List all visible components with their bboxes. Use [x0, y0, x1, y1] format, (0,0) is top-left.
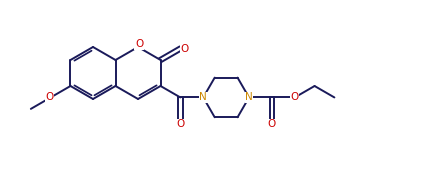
Text: N: N	[245, 92, 253, 102]
Text: O: O	[176, 119, 185, 129]
Text: O: O	[135, 39, 143, 49]
Text: O: O	[45, 92, 54, 102]
Text: N: N	[199, 92, 207, 102]
Text: O: O	[268, 119, 276, 129]
Text: O: O	[291, 92, 299, 102]
Text: O: O	[180, 43, 189, 54]
